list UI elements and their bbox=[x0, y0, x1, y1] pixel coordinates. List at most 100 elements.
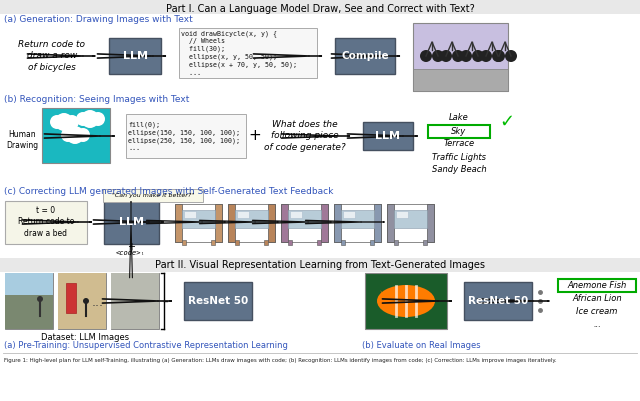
Text: +: + bbox=[248, 128, 261, 144]
Bar bbox=[335, 38, 395, 74]
Bar bbox=[394, 240, 398, 245]
Text: Return code to
draw a row
of bicycles: Return code to draw a row of bicycles bbox=[19, 41, 86, 72]
Bar bbox=[0, 0, 640, 14]
Bar bbox=[235, 240, 239, 245]
Text: (a) Generation: Drawing Images with Text: (a) Generation: Drawing Images with Text bbox=[4, 14, 193, 24]
Bar bbox=[394, 210, 427, 228]
Text: "Can you make it better?": "Can you make it better?" bbox=[112, 193, 194, 198]
Bar bbox=[237, 211, 249, 218]
Bar bbox=[363, 122, 413, 150]
Bar bbox=[104, 200, 159, 244]
Circle shape bbox=[493, 50, 505, 62]
Text: Figure 1: High-level plan for LLM self-Training, illustrating (a) Generation: LL: Figure 1: High-level plan for LLM self-T… bbox=[4, 358, 557, 363]
Text: African Lion: African Lion bbox=[572, 294, 622, 303]
Text: LLM: LLM bbox=[122, 51, 147, 61]
Text: <code>ₗ: <code>ₗ bbox=[116, 250, 146, 256]
Bar bbox=[341, 240, 345, 245]
Bar bbox=[423, 240, 427, 245]
Bar bbox=[334, 204, 341, 242]
Circle shape bbox=[83, 298, 89, 304]
Bar bbox=[58, 273, 106, 329]
Text: ResNet 50: ResNet 50 bbox=[468, 296, 528, 306]
Bar bbox=[5, 295, 53, 329]
Bar bbox=[5, 273, 53, 329]
Circle shape bbox=[61, 128, 75, 142]
Bar bbox=[317, 240, 321, 245]
Circle shape bbox=[505, 50, 517, 62]
Text: t = 0
Return code to
draw a bed: t = 0 Return code to draw a bed bbox=[18, 207, 74, 238]
Bar bbox=[5, 273, 53, 295]
Text: LLM: LLM bbox=[376, 131, 401, 141]
Bar bbox=[126, 114, 246, 158]
Text: Part II. Visual Representation Learning from Text-Generated Images: Part II. Visual Representation Learning … bbox=[155, 260, 485, 270]
Bar bbox=[290, 211, 302, 218]
Bar bbox=[179, 28, 317, 78]
Text: Part I. Can a Language Model Draw, See and Correct with Text?: Part I. Can a Language Model Draw, See a… bbox=[166, 4, 474, 14]
Bar bbox=[111, 273, 159, 329]
Circle shape bbox=[472, 50, 484, 62]
Bar bbox=[427, 204, 434, 242]
Bar bbox=[374, 204, 381, 242]
Bar bbox=[341, 210, 374, 228]
Text: (b) Evaluate on Real Images: (b) Evaluate on Real Images bbox=[362, 342, 481, 350]
Bar bbox=[58, 273, 106, 329]
Text: Sandy Beach: Sandy Beach bbox=[432, 166, 486, 174]
Text: ...: ... bbox=[593, 320, 601, 329]
Circle shape bbox=[492, 50, 504, 62]
Bar bbox=[42, 108, 110, 163]
Text: ...: ... bbox=[92, 296, 104, 308]
Polygon shape bbox=[380, 290, 393, 312]
Bar bbox=[5, 201, 87, 244]
Bar bbox=[0, 258, 640, 272]
Circle shape bbox=[66, 126, 84, 144]
Bar bbox=[66, 283, 76, 313]
Bar bbox=[365, 273, 447, 329]
Bar bbox=[413, 69, 508, 91]
Circle shape bbox=[91, 112, 105, 126]
Text: Sky: Sky bbox=[451, 126, 467, 136]
Text: Dataset: LLM Images: Dataset: LLM Images bbox=[41, 334, 129, 342]
Text: Human
Drawing: Human Drawing bbox=[6, 130, 38, 150]
Bar bbox=[387, 204, 394, 242]
Text: (a) Pre-Training: Unsupervised Contrastive Representation Learning: (a) Pre-Training: Unsupervised Contrasti… bbox=[4, 342, 288, 350]
Bar bbox=[182, 210, 215, 228]
Circle shape bbox=[460, 50, 472, 62]
Bar bbox=[288, 210, 321, 228]
Circle shape bbox=[81, 110, 99, 128]
Text: Ice cream: Ice cream bbox=[576, 307, 618, 316]
Bar bbox=[235, 210, 268, 228]
Circle shape bbox=[55, 113, 73, 131]
Bar bbox=[184, 282, 252, 320]
Bar bbox=[343, 211, 355, 218]
Text: Anemone Fish: Anemone Fish bbox=[568, 281, 627, 290]
Circle shape bbox=[37, 296, 43, 302]
Bar bbox=[387, 204, 434, 242]
Bar bbox=[184, 211, 196, 218]
Circle shape bbox=[440, 50, 452, 62]
Text: What does the
following piece
of code generate?: What does the following piece of code ge… bbox=[264, 120, 346, 152]
Bar bbox=[264, 240, 268, 245]
Bar bbox=[215, 204, 222, 242]
Bar bbox=[321, 204, 328, 242]
Circle shape bbox=[480, 50, 492, 62]
Bar bbox=[175, 204, 182, 242]
Bar bbox=[109, 38, 161, 74]
Text: +: + bbox=[127, 242, 135, 252]
Bar bbox=[413, 23, 508, 91]
Bar bbox=[111, 273, 159, 329]
Bar bbox=[281, 204, 328, 242]
Bar bbox=[175, 204, 222, 242]
Text: Terrace: Terrace bbox=[444, 140, 475, 148]
Bar bbox=[103, 189, 203, 202]
Bar bbox=[334, 204, 381, 242]
Bar bbox=[182, 240, 186, 245]
Ellipse shape bbox=[377, 285, 435, 317]
Text: (b) Recognition: Seeing Images with Text: (b) Recognition: Seeing Images with Text bbox=[4, 95, 189, 103]
Circle shape bbox=[76, 128, 90, 142]
Text: Lake: Lake bbox=[449, 113, 469, 122]
Text: fill(0);
ellipse(150, 150, 100, 100);
ellipse(250, 150, 100, 100);
...: fill(0); ellipse(150, 150, 100, 100); el… bbox=[128, 121, 240, 151]
Bar bbox=[228, 204, 235, 242]
Bar bbox=[288, 240, 292, 245]
Text: ResNet 50: ResNet 50 bbox=[188, 296, 248, 306]
Text: (c) Correcting LLM generated Images with Self-Generated Text Feedback: (c) Correcting LLM generated Images with… bbox=[4, 188, 333, 196]
